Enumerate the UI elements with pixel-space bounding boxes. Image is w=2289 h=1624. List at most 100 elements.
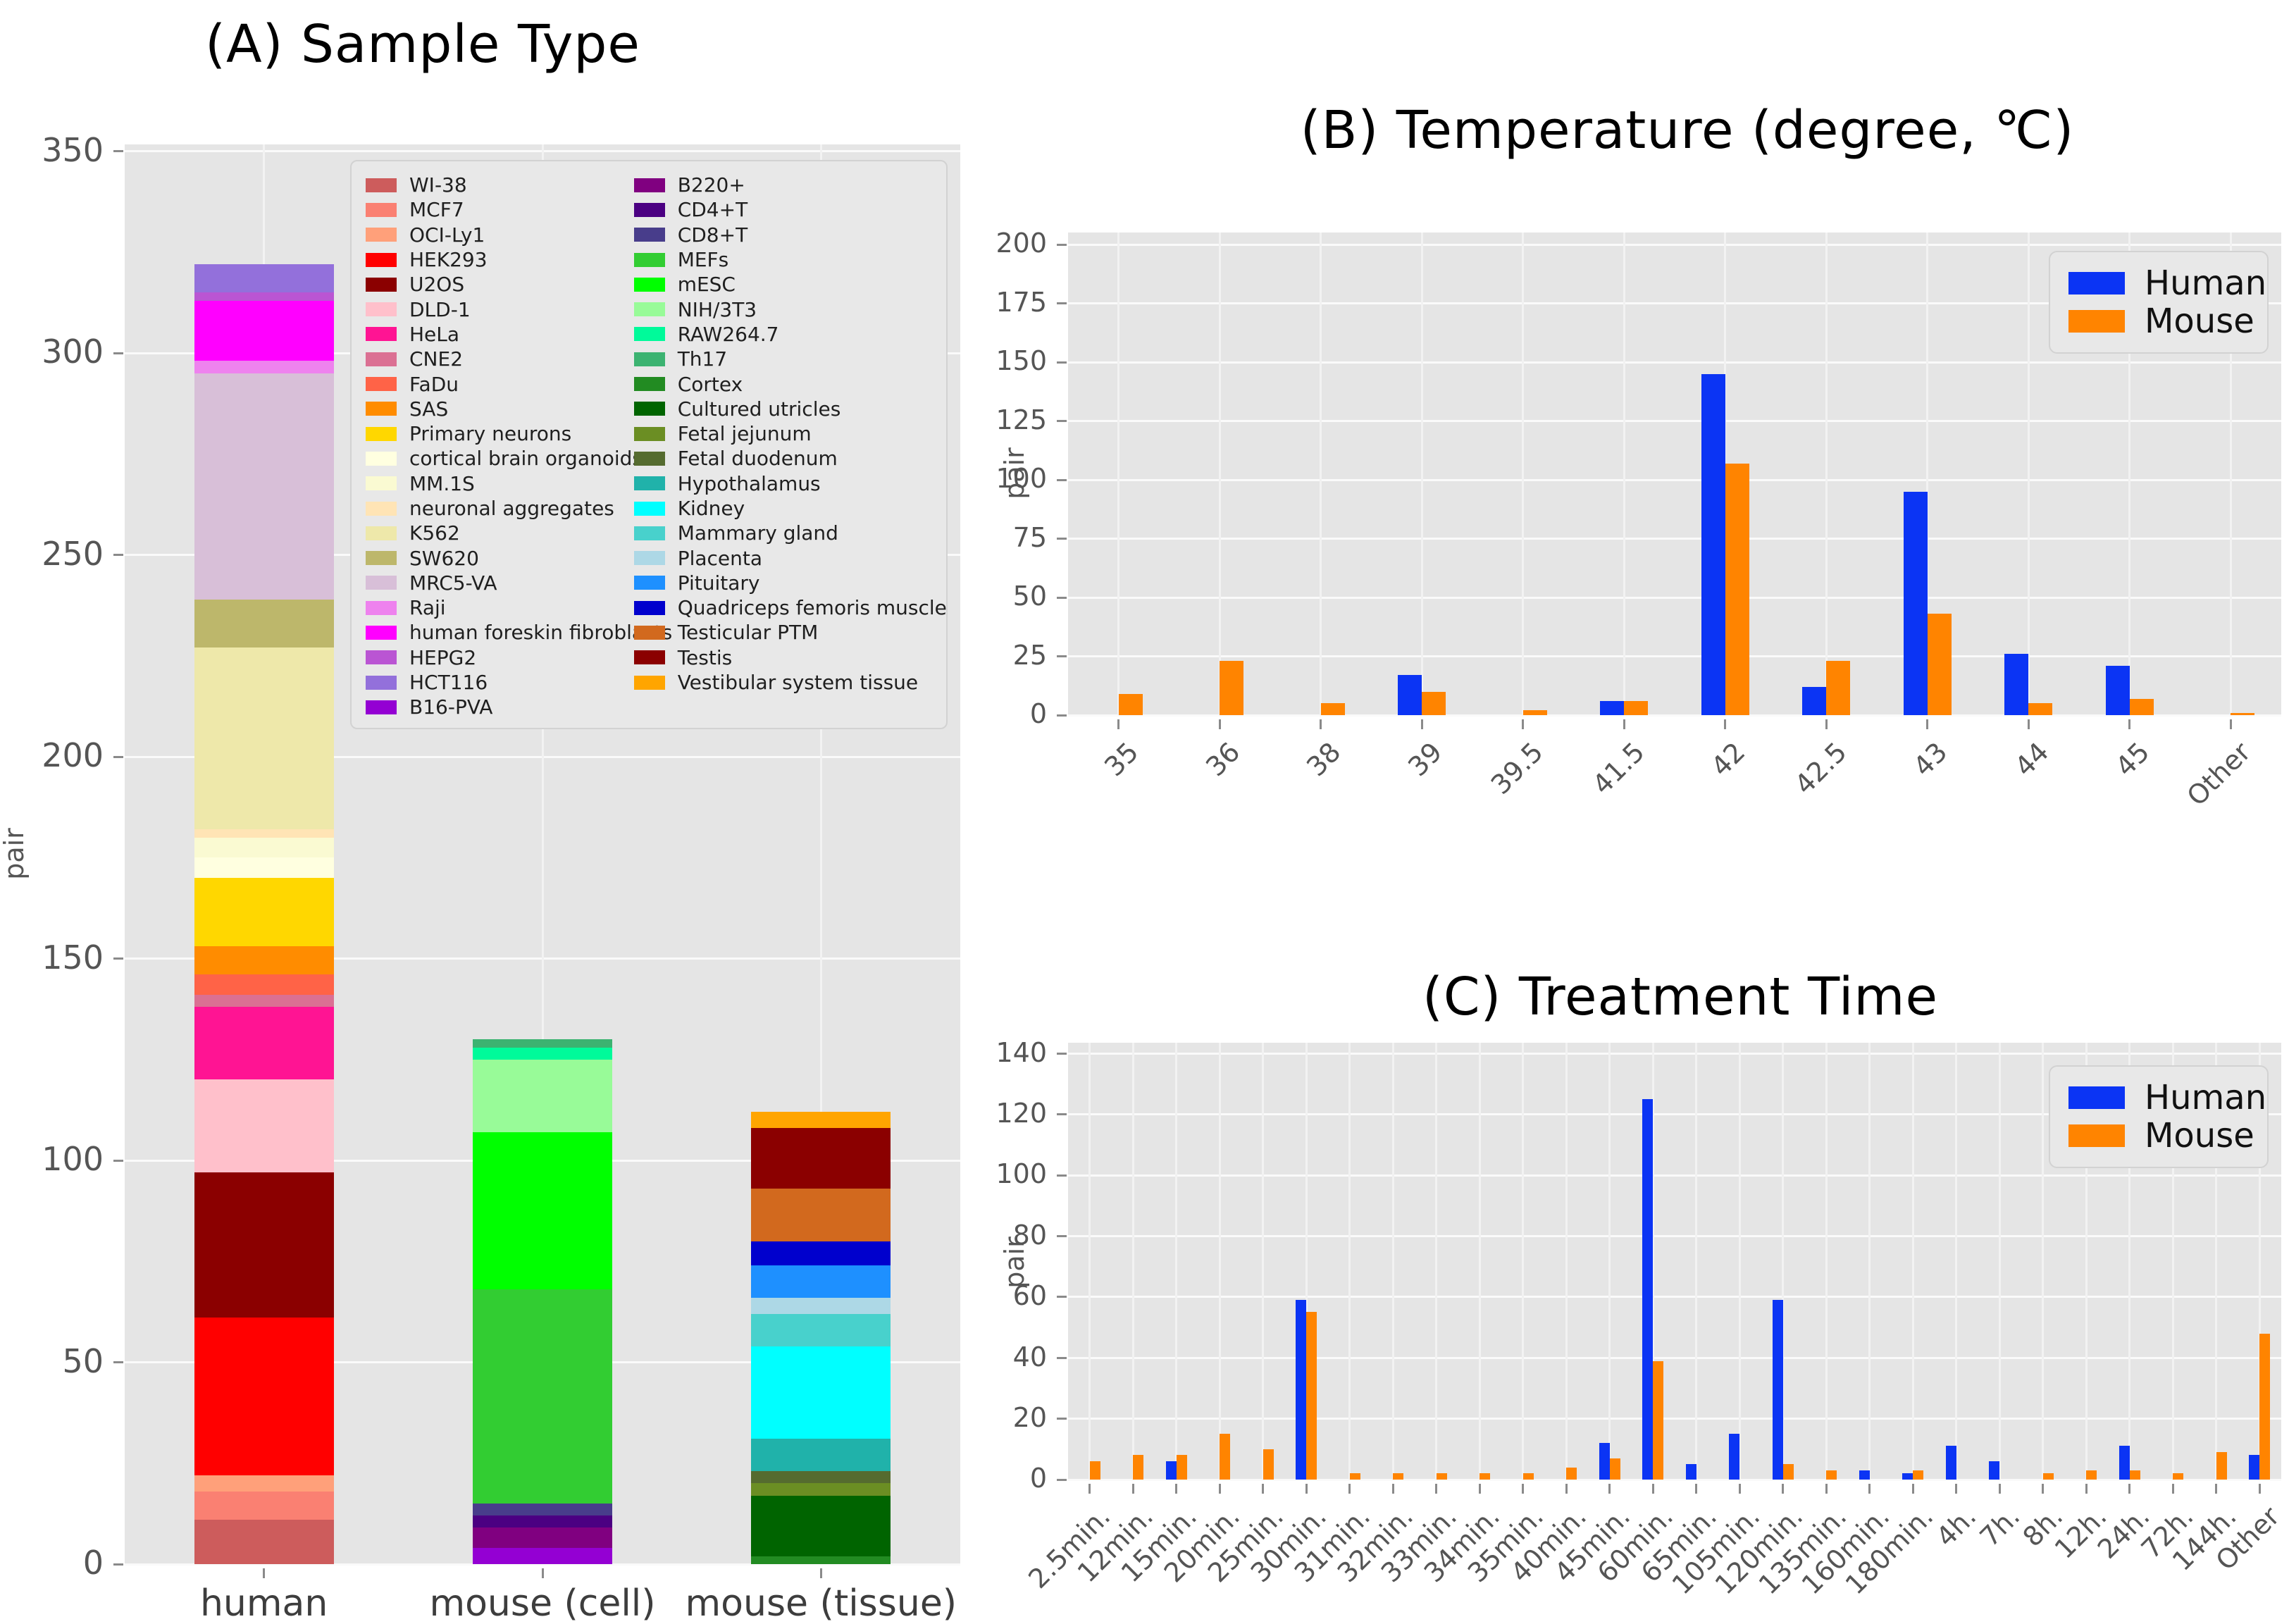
legend-label: OCI-Ly1 <box>409 223 485 247</box>
legend-label: HEPG2 <box>409 645 477 669</box>
y-tick-mark <box>113 1159 123 1162</box>
y-tick-mark <box>1057 1052 1067 1055</box>
bar-segment <box>194 292 334 301</box>
legend-swatch <box>633 228 665 242</box>
bar-segment <box>473 1059 612 1132</box>
x-tick-mark <box>1695 1484 1698 1494</box>
x-tick-mark <box>1117 719 1120 729</box>
bar <box>1398 675 1422 715</box>
legend-item: Hypothalamus <box>633 471 936 496</box>
legend-swatch <box>633 551 665 566</box>
legend-swatch <box>2068 310 2125 333</box>
legend-label: Testis <box>677 645 733 669</box>
bar-segment <box>194 264 334 293</box>
bar-segment <box>194 1491 334 1520</box>
gridline <box>1522 1043 1525 1480</box>
legend-label: U2OS <box>409 273 465 297</box>
x-tick-label-text: 42.5 <box>1788 736 1853 800</box>
y-tick-label: 125 <box>995 404 1047 435</box>
legend-swatch <box>366 202 397 217</box>
legend-label: Fetal jejunum <box>677 422 812 446</box>
legend-item: Quadriceps femoris muscle <box>633 595 947 620</box>
legend-label: Mammary gland <box>677 521 838 545</box>
x-tick-mark <box>1651 1484 1654 1494</box>
bar-segment <box>194 995 334 1008</box>
gridline <box>1068 1174 2281 1177</box>
legend-item: Fetal duodenum <box>633 446 936 471</box>
legend-swatch <box>366 402 397 416</box>
legend-swatch <box>366 252 397 267</box>
x-tick-mark <box>1926 719 1929 729</box>
gridline <box>1623 233 1625 715</box>
bar <box>1436 1473 1447 1480</box>
gridline <box>1320 233 1322 715</box>
x-tick-mark <box>1218 719 1221 729</box>
bar <box>1945 1446 1956 1480</box>
x-tick-mark <box>1623 719 1625 729</box>
y-tick-mark <box>1057 1418 1067 1420</box>
legend-label: DLD-1 <box>409 297 471 321</box>
y-tick-label: 0 <box>82 1544 104 1582</box>
legend-swatch <box>366 650 397 665</box>
x-tick-label-text: 35 <box>1098 736 1145 783</box>
legend-swatch <box>366 600 397 615</box>
gridline <box>2128 233 2131 715</box>
bar <box>2249 1455 2260 1480</box>
legend-item: Pituitary <box>633 571 936 595</box>
y-tick-mark <box>1057 655 1067 657</box>
x-tick-mark <box>1998 1484 2001 1494</box>
x-tick-mark <box>1348 1484 1351 1494</box>
bar-segment <box>194 647 334 830</box>
gridline <box>1068 538 2281 540</box>
gridline <box>125 1563 960 1566</box>
gridline <box>1068 243 2281 246</box>
bar-segment <box>751 1346 891 1439</box>
legend-item: B16-PVA <box>366 695 634 719</box>
bar <box>1826 661 1851 715</box>
y-tick-label: 250 <box>42 534 104 573</box>
bar <box>1220 661 1244 715</box>
legend-swatch <box>633 252 665 267</box>
legend-label: Mouse <box>2145 302 2254 341</box>
x-tick-label-text: 42 <box>1705 736 1751 783</box>
legend-label: MM.1S <box>409 471 475 495</box>
legend-item: HEPG2 <box>366 645 634 670</box>
gridline <box>1068 302 2281 304</box>
bar <box>1296 1300 1307 1480</box>
gridline <box>1068 1418 2281 1420</box>
x-tick-mark <box>1478 1484 1481 1494</box>
gridline <box>1868 1043 1871 1480</box>
legend-swatch <box>366 327 397 342</box>
legend-label: HeLa <box>409 322 460 346</box>
legend-item: Human <box>2068 1078 2266 1117</box>
legend-label: HEK293 <box>409 248 488 272</box>
legend-label: Mouse <box>2145 1116 2254 1155</box>
x-tick-label-text: 38 <box>1301 736 1347 783</box>
legend-column: B220+ CD4+T CD8+T MEFs mESC NIH/3T3 RAW264.7 Th… <box>633 173 947 721</box>
legend-item: MCF7 <box>366 197 634 222</box>
legend-label: Testicular PTM <box>677 621 819 645</box>
legend-swatch <box>366 476 397 491</box>
gridline <box>1420 233 1423 715</box>
legend-label: Raji <box>409 596 446 620</box>
legend-item: Vestibular system tissue <box>633 670 936 695</box>
legend-item: HEK293 <box>366 247 634 272</box>
gridline <box>1068 1052 2281 1055</box>
bar-segment <box>751 1471 891 1484</box>
legend-item: Raji <box>366 595 634 620</box>
bar <box>1642 1099 1654 1480</box>
gridline <box>1522 233 1525 715</box>
gridline <box>1131 1043 1134 1480</box>
legend-swatch <box>366 178 397 192</box>
bar-segment <box>473 1047 612 1060</box>
y-tick-mark <box>113 150 123 152</box>
bar <box>1725 463 1749 715</box>
y-tick-label: 175 <box>995 286 1047 318</box>
legend-swatch <box>633 377 665 392</box>
gridline <box>2215 1043 2218 1480</box>
bar-segment <box>194 373 334 600</box>
legend-item: FaDu <box>366 371 634 396</box>
x-tick-mark <box>1825 1484 1828 1494</box>
x-tick-label-text: 39 <box>1402 736 1449 783</box>
